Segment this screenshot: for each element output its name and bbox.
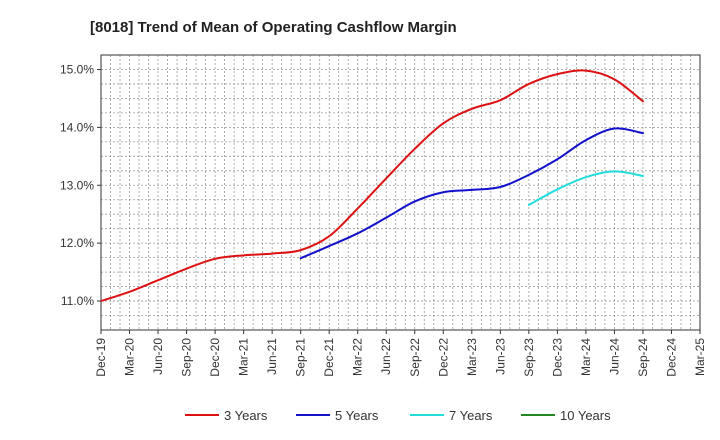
legend-label-10-years: 10 Years [560,408,611,423]
grid-lines [101,55,700,330]
y-tick-label: 14.0% [60,120,94,134]
legend: 3 Years 5 Years 7 Years 10 Years [185,408,611,423]
x-tick-label: Sep-20 [180,338,194,377]
series-lines [100,69,644,303]
x-tick-label: Dec-20 [208,338,222,377]
series-line-3-years [100,69,644,303]
x-tick-label: Mar-24 [579,338,593,376]
series-line-5-years [299,127,644,260]
y-tick-label: 12.0% [60,236,94,250]
y-tick-label: 15.0% [60,62,94,76]
x-tick-label: Dec-21 [322,338,336,377]
x-axis-ticks: Dec-19 Mar-20 Jun-20 Sep-20 Dec-20 Mar-21 Jun-… [94,330,707,377]
plot-area [101,55,700,330]
x-tick-label: Sep-24 [636,338,650,377]
x-tick-label: Dec-22 [436,338,450,377]
legend-label-5-years: 5 Years [335,408,379,423]
x-tick-label: Jun-23 [493,338,507,375]
x-tick-label: Mar-23 [465,338,479,376]
legend-label-3-years: 3 Years [224,408,268,423]
x-tick-label: Mar-20 [123,338,137,376]
x-tick-label: Sep-23 [522,338,536,377]
chart-title: [8018] Trend of Mean of Operating Cashfl… [90,19,457,36]
series-line-7-years [527,170,644,206]
x-tick-label: Mar-21 [237,338,251,376]
x-tick-label: Dec-23 [550,338,564,377]
x-tick-label: Jun-20 [151,338,165,375]
x-tick-label: Dec-24 [664,338,678,377]
plot-frame [100,54,701,331]
y-axis-ticks: 11.0% 12.0% 13.0% 14.0% 15.0% [60,62,101,308]
x-tick-label: Mar-22 [351,338,365,376]
y-tick-label: 11.0% [61,294,94,308]
x-tick-label: Mar-25 [693,338,707,376]
x-tick-label: Sep-22 [408,338,422,377]
x-tick-label: Dec-19 [94,338,108,377]
y-tick-label: 13.0% [60,178,94,192]
x-tick-label: Jun-22 [379,338,393,375]
legend-label-7-years: 7 Years [449,408,493,423]
x-tick-label: Jun-21 [265,338,279,375]
x-tick-label: Sep-21 [294,338,308,377]
x-tick-label: Jun-24 [607,338,621,375]
